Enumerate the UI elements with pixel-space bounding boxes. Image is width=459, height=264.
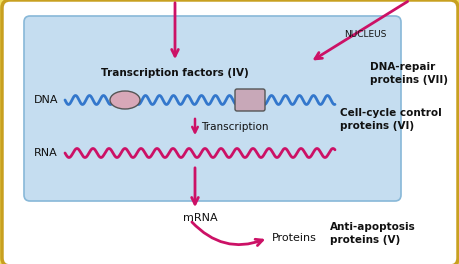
Text: Anti-apoptosis
proteins (V): Anti-apoptosis proteins (V)	[329, 222, 415, 245]
Text: Transcription: Transcription	[201, 122, 268, 132]
Text: mRNA: mRNA	[183, 213, 217, 223]
Ellipse shape	[110, 91, 140, 109]
Text: RNA: RNA	[34, 148, 58, 158]
FancyBboxPatch shape	[24, 16, 400, 201]
Text: Transcription factors (IV): Transcription factors (IV)	[101, 68, 248, 78]
Text: NUCLEUS: NUCLEUS	[344, 30, 386, 39]
Text: DNA: DNA	[34, 95, 58, 105]
FancyBboxPatch shape	[235, 89, 264, 111]
Text: DNA-repair
proteins (VII): DNA-repair proteins (VII)	[369, 62, 447, 85]
Text: Cell-cycle control
proteins (VI): Cell-cycle control proteins (VI)	[339, 108, 441, 131]
Text: Proteins: Proteins	[271, 233, 316, 243]
